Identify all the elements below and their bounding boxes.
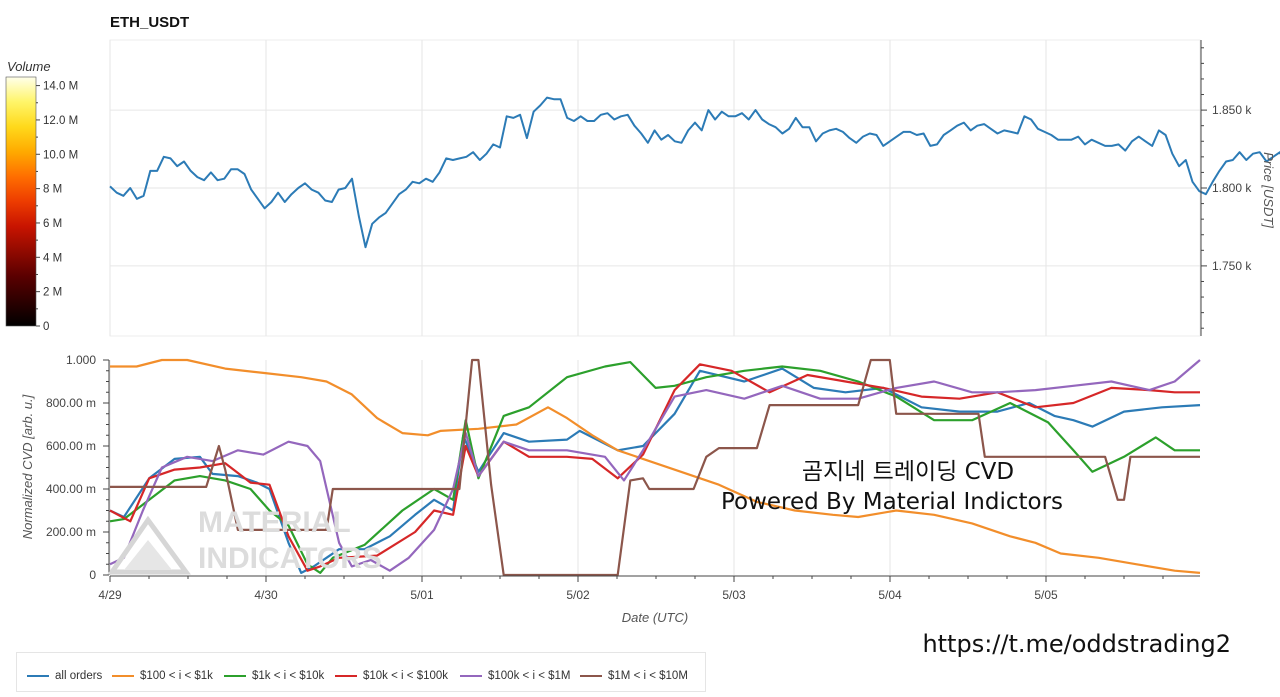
legend-item: $10k < i < $100k [335,668,448,684]
colorbar-tick-label: 14.0 M [43,81,78,93]
legend-swatch [580,675,602,677]
axes-layer: 1.750 k 1.800 k 1.850 k Price [USDT] ETH_USD… [20,14,1276,658]
overlay-title-korean: 곰지네 트레이딩 CVD [802,459,1014,485]
colorbar-tick-label: 10.0 M [43,149,78,161]
cvd-tick-label: 1.000 [66,353,96,367]
cvd-series-line-1 [110,358,1201,574]
price-tick-label: 1.850 k [1212,103,1252,117]
cvd-series-line-2 [109,361,1200,574]
x-tick-label: 5/03 [722,588,746,602]
price-axis-label: Price [USDT] [1261,152,1276,228]
legend-label: $1k < i < $10k [252,670,325,682]
colorbar-tick-label: 12.0 M [43,115,78,127]
watermark-logo-inner-icon [124,540,172,570]
x-axis-label: Date (UTC) [622,610,688,625]
colorbar-tick-label: 6 M [43,218,62,230]
legend-label: $10k < i < $100k [363,670,449,682]
x-tick-label: 4/30 [254,588,278,602]
cvd-axis-label: Normalized CVD [arb. u.] [20,394,35,539]
x-tick-label: 5/02 [566,588,590,602]
legend-label: $1M < i < $10M [608,670,688,682]
legend-label: $100 < i < $1k [140,670,213,682]
x-tick-label: 5/04 [878,588,902,602]
overlay-powered-by: Powered By Material Indictors [721,489,1063,515]
colorbar-bar [5,76,37,327]
cvd-series-line-4 [109,359,1201,572]
legend-item: $1k < i < $10k [224,668,324,684]
legend-label: $100k < i < $1M [488,670,571,682]
legend-label: all orders [55,670,103,682]
legend-swatch [335,675,357,677]
colorbar-tick-label: 4 M [43,252,62,264]
legend-item: $100 < i < $1k [112,668,213,684]
cvd-tick-label: 600.00 m [46,439,96,453]
cvd-tick-label: 200.00 m [46,525,96,539]
grid-lines [109,39,1201,575]
legend-item: $1M < i < $10M [580,668,688,684]
cvd-series-line-5 [110,358,1200,577]
watermark-logo-icon [107,515,191,575]
series-legend: all orders $100 < i < $1k $1k < i < $10k $1… [16,652,706,692]
cvd-tick-label: 400.00 m [46,482,96,496]
legend-item: all orders [27,668,102,684]
legend-swatch [112,675,134,677]
colorbar-tick-label: 2 M [43,287,62,299]
x-tick-label: 5/01 [410,588,434,602]
legend-swatch [27,675,49,677]
colorbar-tick-label: 0 [43,321,49,333]
colorbar-title: Volume [7,59,51,74]
legend-swatch [224,675,246,677]
price-tick-label: 1.800 k [1212,181,1252,195]
price-line [109,96,1280,249]
cvd-tick-label: 800.00 m [46,396,96,410]
cvd-series-line-3 [109,363,1200,572]
x-tick-label: 5/05 [1034,588,1058,602]
chart-title: ETH_USDT [110,14,189,31]
x-tick-label: 4/29 [98,588,122,602]
cvd-lines-layer [109,358,1201,577]
volume-colorbar: Volume 0 2 M 4 M 6 M 8 M 10.0 M 12.0 M 14.0 M [5,59,78,333]
colorbar-tick-label: 8 M [43,184,62,196]
legend-swatch [460,675,482,677]
watermark-text-1: MATERIAL [198,506,351,539]
watermark-text-2: INDICATORS [198,542,382,575]
legend-item: $100k < i < $1M [460,668,570,684]
price-tick-label: 1.750 k [1212,259,1252,273]
overlay-url: https://t.me/oddstrading2 [922,630,1231,658]
cvd-tick-label: 0 [89,568,96,582]
price-line-layer [109,96,1280,249]
